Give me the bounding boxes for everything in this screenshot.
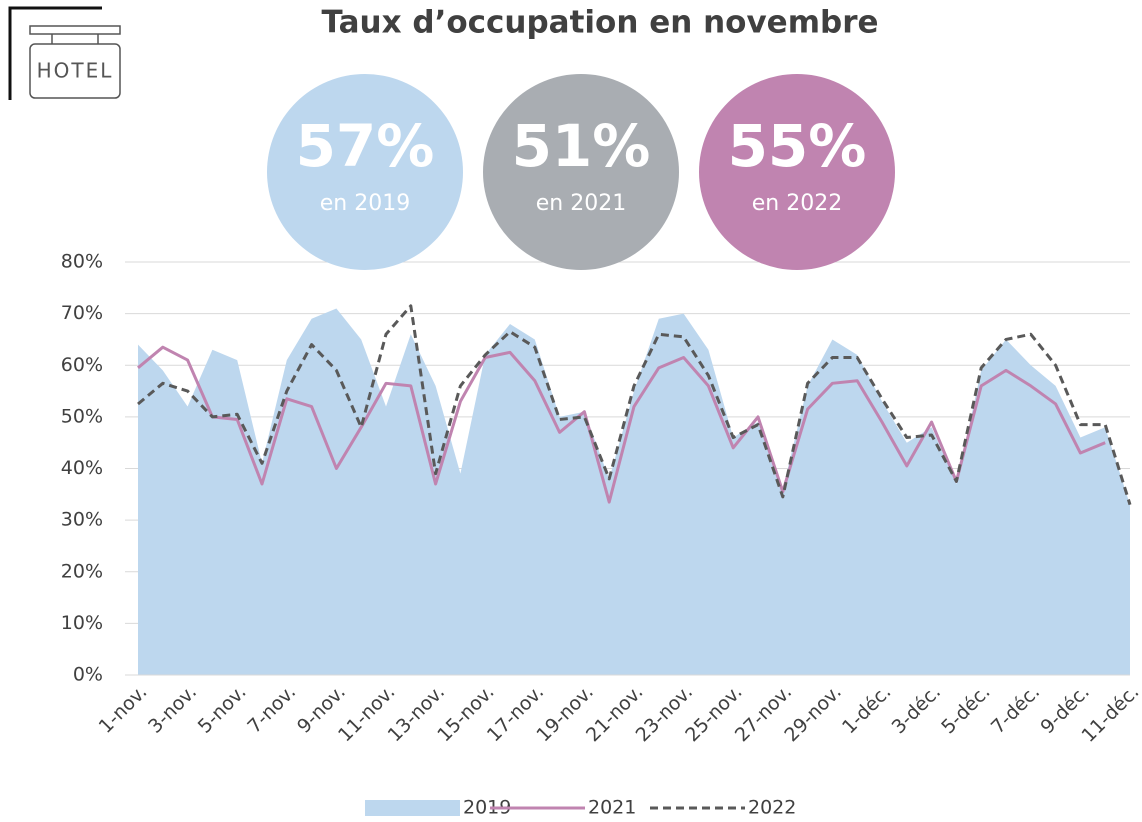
chart-title: Taux d’occupation en novembre: [321, 5, 878, 41]
y-tick-label: 10%: [61, 612, 103, 634]
logo-text: HOTEL: [37, 59, 114, 83]
logo-frame: [8, 6, 102, 100]
kpi-circle: [483, 74, 679, 270]
x-tick-label: 7-nov.: [243, 681, 300, 738]
y-tick-label: 70%: [61, 302, 103, 324]
y-tick-label: 40%: [61, 457, 103, 479]
legend-swatch: [365, 800, 460, 816]
x-tick-label: 5-déc.: [937, 681, 994, 738]
kpi-caption: en 2019: [320, 191, 410, 216]
kpi-value: 51%: [512, 112, 651, 180]
kpi-circle: [267, 74, 463, 270]
x-tick-label: 1-déc.: [838, 681, 895, 738]
legend: 2019 2021 2022: [365, 797, 796, 819]
kpi-circle: [699, 74, 895, 270]
kpi-value: 55%: [728, 112, 867, 180]
x-tick-label: 3-nov.: [144, 681, 201, 738]
logo-sign: [29, 43, 121, 99]
hotel-logo: HOTEL: [8, 6, 121, 100]
y-tick-label: 60%: [61, 354, 103, 376]
kpi-value: 57%: [296, 112, 435, 180]
plot: 0%10%20%30%40%50%60%70%80%1-nov.3-nov.5-…: [61, 251, 1142, 747]
x-tick-label: 7-déc.: [987, 681, 1044, 738]
legend-label: 2021: [588, 797, 636, 819]
y-tick-label: 30%: [61, 509, 103, 531]
line-2021: [137, 345, 1106, 504]
x-tick-label: 5-nov.: [194, 681, 251, 738]
kpi-caption: en 2022: [752, 191, 842, 216]
y-tick-label: 20%: [61, 560, 103, 582]
area-2019: [138, 308, 1130, 675]
y-tick-label: 50%: [61, 405, 103, 427]
x-tick-label: 3-déc.: [888, 681, 945, 738]
kpis: 57% en 2019 51% en 2021 55% en 2022: [267, 74, 895, 270]
kpi-caption: en 2021: [536, 191, 626, 216]
x-tick-label: 1-nov.: [95, 681, 152, 738]
logo-bar: [29, 25, 121, 35]
y-tick-label: 80%: [61, 251, 103, 273]
legend-label: 2022: [748, 797, 796, 819]
line-2022: [137, 304, 1132, 506]
legend-label: 2019: [463, 797, 511, 819]
y-tick-label: 0%: [73, 664, 103, 686]
